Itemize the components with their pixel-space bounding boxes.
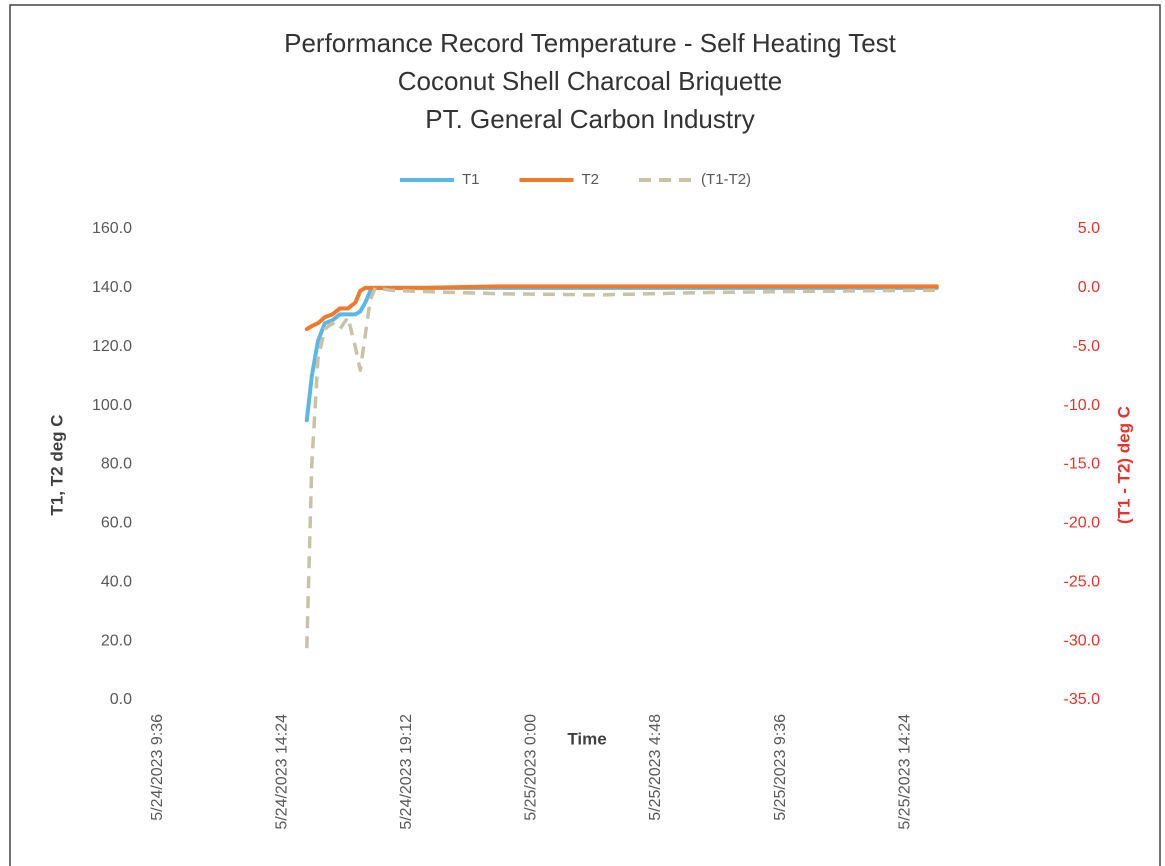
y2-tick-label: 0.0	[1078, 279, 1100, 296]
y2-tick-label: 5.0	[1078, 220, 1100, 237]
y-tick-label: 160.0	[92, 220, 132, 237]
chart-title: Performance Record Temperature - Self He…	[284, 28, 897, 58]
x-tick-label: 5/24/2023 19:12	[398, 714, 415, 830]
y2-tick-label: -35.0	[1064, 691, 1101, 708]
y2-tick-label: -20.0	[1064, 515, 1101, 532]
y2-tick-label: -10.0	[1064, 397, 1101, 414]
legend-label: (T1-T2)	[701, 171, 751, 188]
y-tick-label: 0.0	[110, 691, 132, 708]
y2-tick-label: -25.0	[1064, 573, 1101, 590]
y-tick-label: 60.0	[101, 515, 132, 532]
y-tick-label: 120.0	[92, 338, 132, 355]
y2-tick-label: -15.0	[1064, 456, 1101, 473]
x-tick-label: 5/24/2023 14:24	[274, 714, 291, 830]
chart-title: PT. General Carbon Industry	[425, 104, 755, 134]
x-axis-title: Time	[567, 729, 606, 748]
legend-label: T2	[582, 171, 600, 188]
y-axis-title: T1, T2 deg C	[47, 414, 66, 515]
series-line	[304, 284, 939, 332]
y-tick-label: 80.0	[101, 456, 132, 473]
legend-label: T1	[462, 171, 480, 188]
x-tick-label: 5/25/2023 9:36	[772, 714, 789, 821]
x-tick-label: 5/25/2023 4:48	[647, 714, 664, 821]
chart-frame	[9, 4, 1161, 866]
y-tick-label: 140.0	[92, 279, 132, 296]
y2-tick-label: -30.0	[1064, 632, 1101, 649]
series-line	[305, 286, 937, 649]
chart-title: Coconut Shell Charcoal Briquette	[398, 66, 782, 96]
x-tick-label: 5/25/2023 14:24	[896, 714, 913, 830]
y2-axis-title: (T1 - T2) deg C	[1114, 406, 1133, 524]
x-tick-label: 5/24/2023 9:36	[149, 714, 166, 821]
y-tick-label: 40.0	[101, 573, 132, 590]
y-tick-label: 20.0	[101, 632, 132, 649]
x-tick-label: 5/25/2023 0:00	[523, 714, 540, 821]
y2-tick-label: -5.0	[1072, 338, 1100, 355]
y-tick-label: 100.0	[92, 397, 132, 414]
